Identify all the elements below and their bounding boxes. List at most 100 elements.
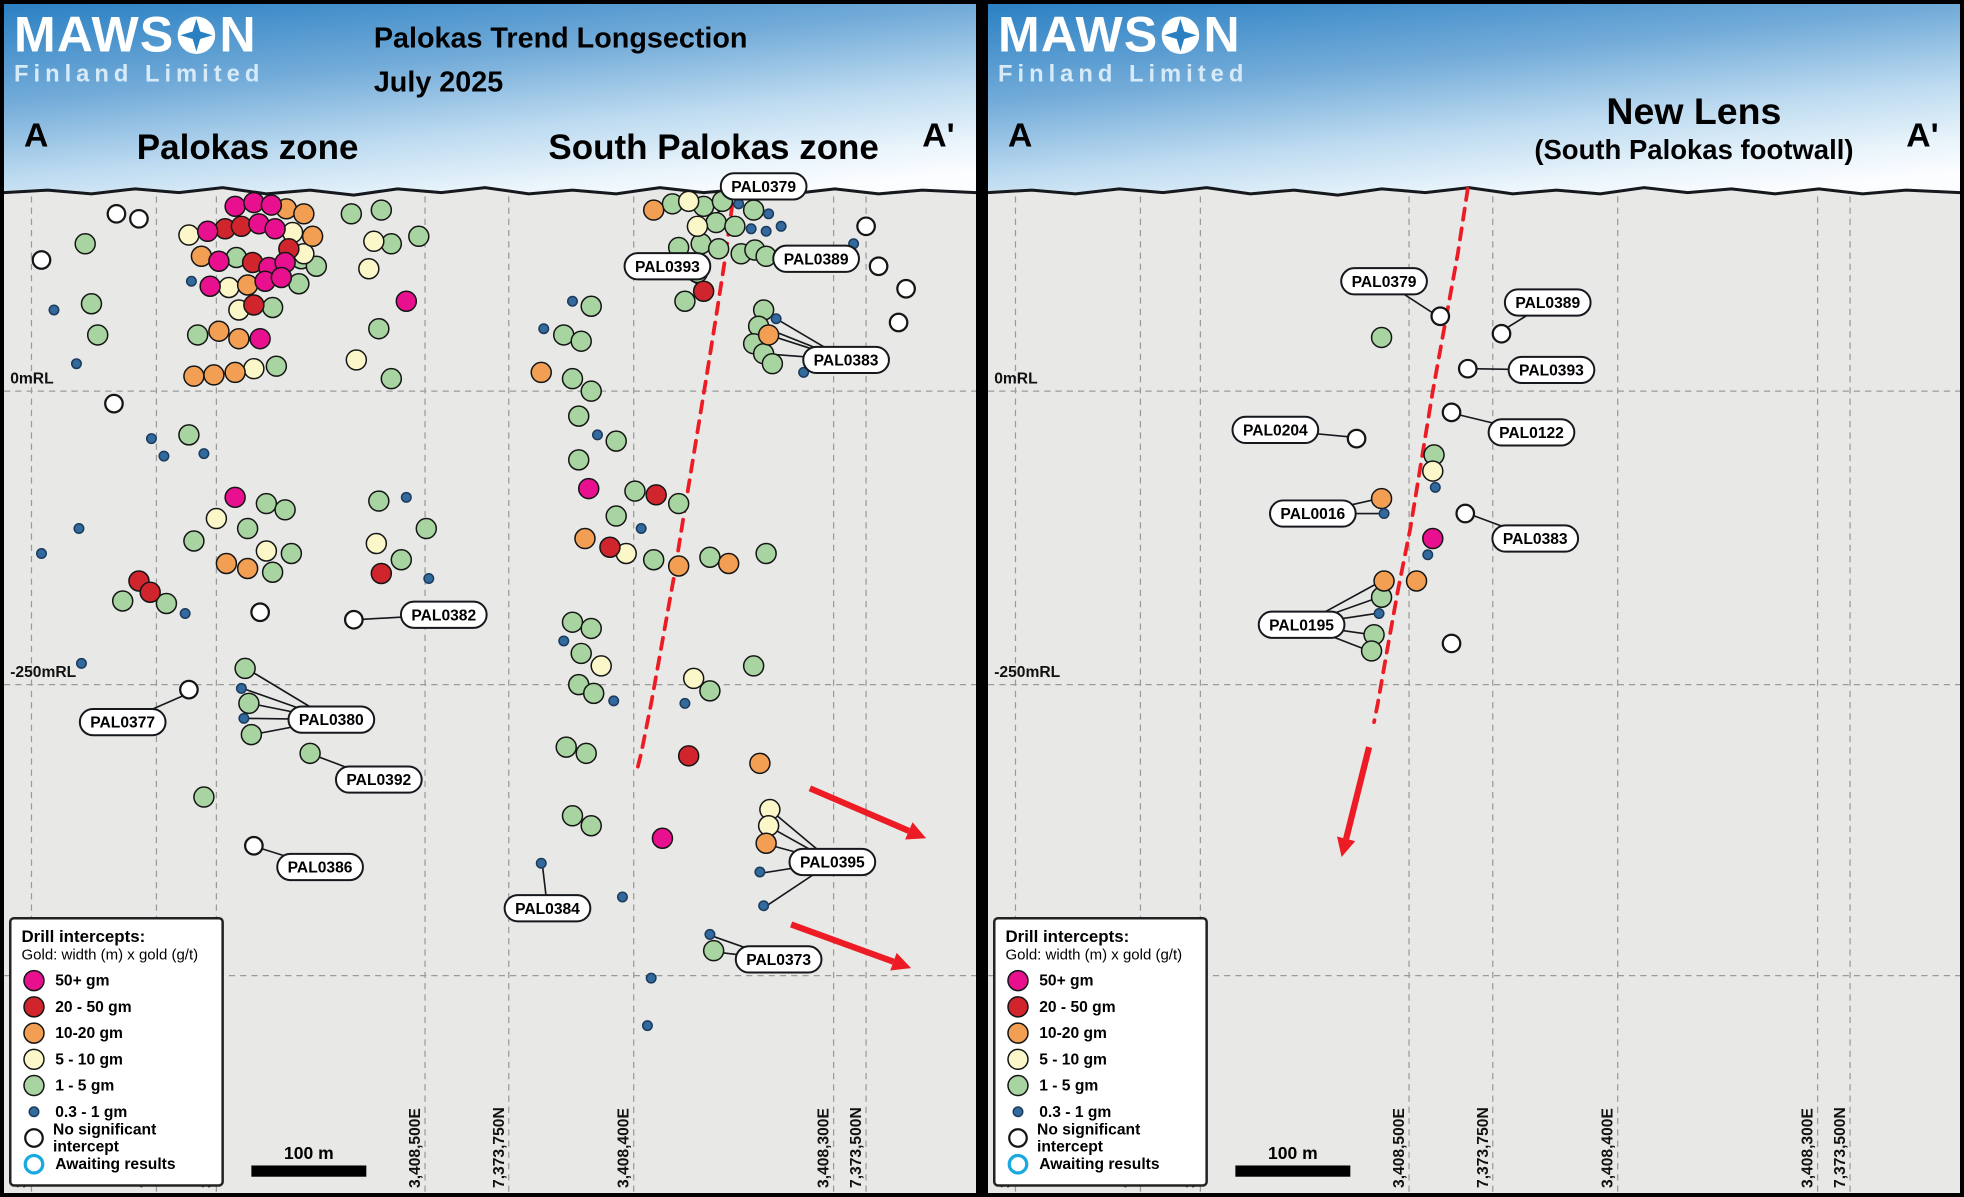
mineralization-trend-dashed xyxy=(635,201,735,771)
drill-intercept-dot xyxy=(888,312,909,333)
header-band xyxy=(988,4,1960,196)
station-label: 7,373,500N xyxy=(1832,1107,1849,1188)
legend-label: 50+ gm xyxy=(1039,971,1094,989)
drill-intercept-dot xyxy=(228,327,250,350)
drill-intercept-dot xyxy=(590,655,612,677)
hole-label-pill xyxy=(1257,610,1346,639)
legend-swatch-o10 xyxy=(23,1021,45,1044)
legend-swatch-await xyxy=(1007,1153,1029,1174)
hole-label-pill xyxy=(734,945,823,974)
dots-m50 xyxy=(1422,527,1444,550)
legend-items: 50+ gm 20 - 50 gm 10-20 gm 5 - 10 gm 1 - 5 g… xyxy=(21,967,211,1177)
drill-intercept-dot xyxy=(566,295,578,307)
drill-intercept-dot xyxy=(761,352,784,375)
drill-intercept-dot xyxy=(186,324,209,346)
legend-item: 0.3 - 1 gm xyxy=(1005,1098,1195,1124)
hole-label-pill xyxy=(1231,415,1320,444)
rl-label: -250mRL xyxy=(994,664,1060,681)
mawson-logo: MAWS N Finland Limited xyxy=(998,10,1248,89)
drill-intercept-dot xyxy=(238,692,260,715)
station-label: 7,373,750N xyxy=(491,1107,508,1188)
drill-intercept-dot xyxy=(250,602,270,623)
drill-intercept-dot xyxy=(390,549,413,571)
hole-label: PAL0383 xyxy=(1503,531,1568,548)
dots-o10 xyxy=(1370,487,1428,592)
drill-intercept-dot xyxy=(370,562,393,585)
rl-label: 0mRL xyxy=(10,371,54,388)
section-marker-a-prime: A' xyxy=(922,116,955,154)
drill-intercept-dot xyxy=(261,296,284,319)
drill-intercept-dot xyxy=(1457,358,1478,379)
drill-intercept-dot xyxy=(400,491,412,503)
drill-intercept-dot xyxy=(183,365,205,387)
legend-swatch-m50 xyxy=(23,969,45,991)
drill-intercept-dot xyxy=(215,552,238,575)
drill-intercept-dot xyxy=(70,358,82,370)
drill-intercept-dot xyxy=(702,939,725,962)
drill-intercept-dot xyxy=(599,536,621,559)
drill-intercept-dot xyxy=(667,555,690,577)
legend-label: 10-20 gm xyxy=(55,1023,123,1042)
drill-intercept-dot xyxy=(645,972,657,984)
logo-text-2: N xyxy=(1203,7,1241,63)
drill-intercept-dot xyxy=(624,480,646,502)
drill-intercept-dot xyxy=(651,827,674,850)
drill-intercept-dot xyxy=(704,928,716,940)
drill-intercept-dot xyxy=(236,274,259,296)
mawson-logo: MAWS N Finland Limited xyxy=(14,10,264,89)
drill-intercept-dot xyxy=(674,290,696,312)
drill-intercept-dot xyxy=(198,448,210,460)
section-marker-a-prime: A' xyxy=(1906,116,1939,154)
drill-intercept-dot xyxy=(243,294,265,316)
zone-label-south-palokas: South Palokas zone xyxy=(548,127,879,167)
drill-intercept-dot xyxy=(582,682,605,705)
legend-label: 20 - 50 gm xyxy=(1039,997,1116,1015)
drill-intercept-dot xyxy=(196,220,219,243)
drill-intercept-dot xyxy=(74,233,96,255)
drill-intercept-dot xyxy=(1422,549,1434,561)
drill-intercept-dot xyxy=(368,490,390,512)
drill-intercept-dot xyxy=(236,557,259,580)
drill-intercept-dot xyxy=(677,745,700,767)
drill-intercept-dot xyxy=(185,275,197,287)
trend-arrow xyxy=(1343,746,1373,840)
logo-subtitle: Finland Limited xyxy=(997,61,1249,88)
drill-intercept-dot xyxy=(261,561,284,583)
drill-intercept-dot xyxy=(365,532,388,555)
drill-intercept-dot xyxy=(1455,503,1476,524)
drill-intercept-dot xyxy=(343,609,364,630)
drill-intercept-dot xyxy=(742,655,765,677)
drill-intercept-dot xyxy=(423,572,435,584)
drill-intercept-dot xyxy=(682,667,705,690)
drill-intercept-dot xyxy=(48,304,60,316)
drill-intercept-dot xyxy=(580,617,602,640)
drill-intercept-dot xyxy=(692,280,715,302)
drill-intercept-dot xyxy=(139,581,161,603)
drill-intercept-dot xyxy=(775,220,787,232)
drill-intercept-dot xyxy=(868,256,889,277)
legend-item: 10-20 gm xyxy=(1005,1019,1195,1045)
drill-intercept-dot xyxy=(408,225,430,248)
legend-label: 1 - 5 gm xyxy=(1039,1076,1099,1094)
hole-label-pill xyxy=(1491,524,1580,553)
legend-title: Drill intercepts: xyxy=(1005,926,1130,946)
drill-intercept-dot xyxy=(641,1020,653,1032)
hole-label: PAL0393 xyxy=(1519,363,1584,380)
drill-intercept-dot xyxy=(570,330,592,352)
hole-label-pill xyxy=(334,765,423,794)
drill-intercept-dot xyxy=(577,477,600,500)
drill-intercept-dot xyxy=(567,449,590,471)
hole-label: PAL0389 xyxy=(784,251,849,268)
hole-label: PAL0379 xyxy=(1352,274,1417,291)
hole-label-pill xyxy=(287,705,376,734)
legend-item: No significant intercept xyxy=(21,1120,211,1155)
hole-label: PAL0373 xyxy=(746,952,811,969)
scale-bar-label: 100 m xyxy=(1268,1142,1318,1163)
station-label: 7,373,500N xyxy=(848,1107,865,1188)
hole-label-pill xyxy=(1487,418,1576,447)
legend-swatch-nsi xyxy=(24,1127,44,1148)
legend-label: No significant intercept xyxy=(53,1119,157,1155)
drill-intercept-dot xyxy=(717,552,740,575)
legend-swatch-g1 xyxy=(23,1074,45,1096)
trend-arrowhead xyxy=(905,822,927,840)
